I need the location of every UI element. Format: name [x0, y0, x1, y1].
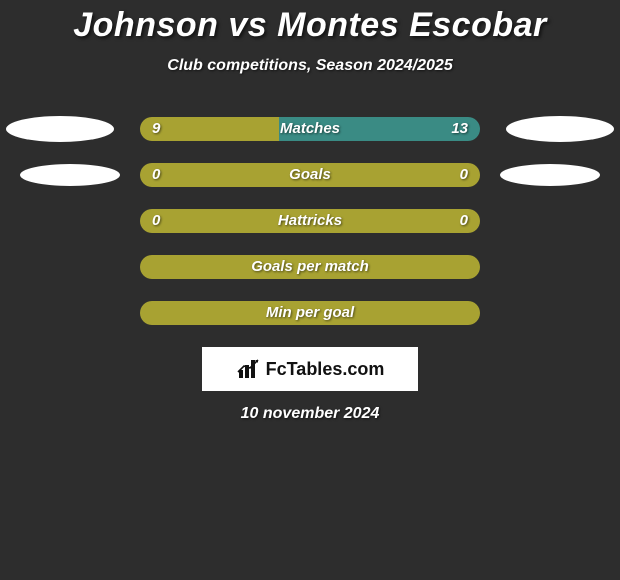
- stat-bar-left: [140, 117, 279, 141]
- stat-bar: Min per goal: [140, 301, 480, 325]
- page-title: Johnson vs Montes Escobar: [0, 6, 620, 45]
- player-marker-right: [506, 116, 614, 142]
- stat-bar: Goals per match: [140, 255, 480, 279]
- player-marker-left: [6, 116, 114, 142]
- stat-value-left: 9: [152, 117, 160, 141]
- player-marker-right: [500, 164, 600, 186]
- stat-value-right: 0: [460, 209, 468, 233]
- player-marker-left: [20, 164, 120, 186]
- stat-row: Min per goal: [0, 301, 620, 325]
- comparison-card: Johnson vs Montes Escobar Club competiti…: [0, 0, 620, 423]
- logo-text: FcTables.com: [266, 359, 385, 380]
- stat-row: 00Goals: [0, 163, 620, 187]
- stat-value-right: 0: [460, 163, 468, 187]
- chart-icon: [236, 358, 262, 380]
- stat-row: 00Hattricks: [0, 209, 620, 233]
- stat-bar: 913Matches: [140, 117, 480, 141]
- stat-value-left: 0: [152, 163, 160, 187]
- stat-bar: 00Hattricks: [140, 209, 480, 233]
- site-logo: FcTables.com: [202, 347, 418, 391]
- stat-bar-left: [140, 209, 480, 233]
- stat-row: 913Matches: [0, 117, 620, 141]
- stat-bar: 00Goals: [140, 163, 480, 187]
- stat-bar-left: [140, 301, 480, 325]
- stat-bar-left: [140, 163, 480, 187]
- stat-row: Goals per match: [0, 255, 620, 279]
- stat-value-left: 0: [152, 209, 160, 233]
- stat-bar-left: [140, 255, 480, 279]
- subtitle: Club competitions, Season 2024/2025: [0, 57, 620, 75]
- date-label: 10 november 2024: [0, 405, 620, 423]
- stat-value-right: 13: [451, 117, 468, 141]
- stat-rows: 913Matches00Goals00HattricksGoals per ma…: [0, 117, 620, 325]
- stat-bar-right: [279, 117, 480, 141]
